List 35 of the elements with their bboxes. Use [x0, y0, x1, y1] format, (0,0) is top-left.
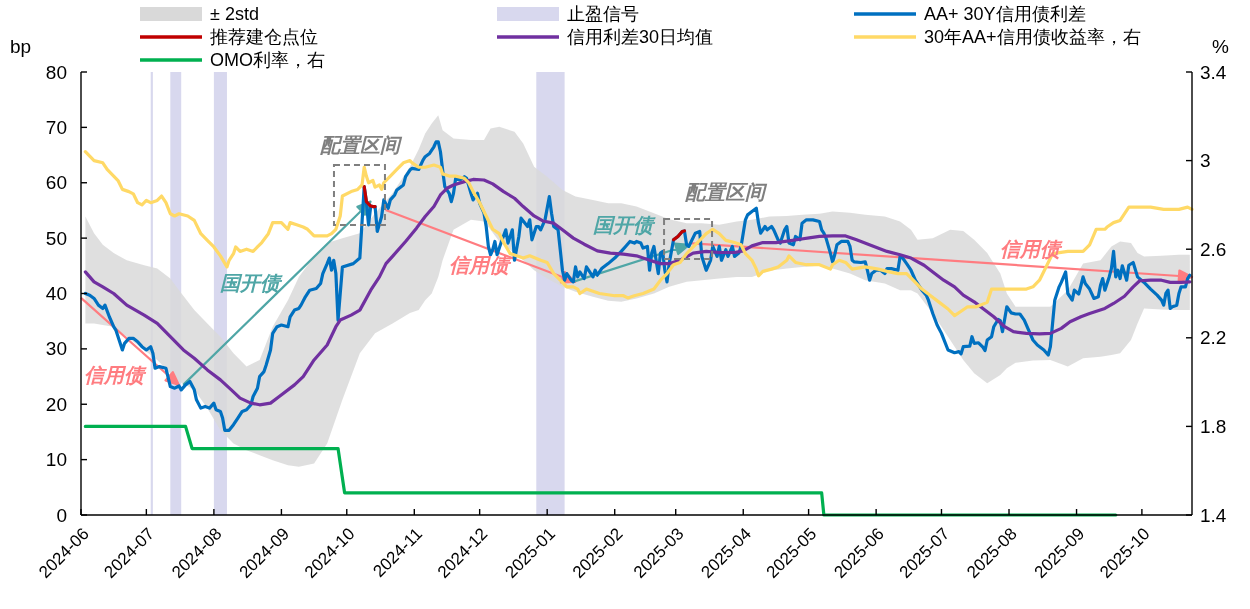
- y-tick-label: 0: [56, 504, 67, 526]
- y2-tick-label: 2.6: [1200, 238, 1227, 260]
- legend-label: 信用利差30日均值: [567, 27, 714, 47]
- annotation: 配置区间: [685, 181, 769, 204]
- legend-label: ± 2std: [210, 4, 259, 24]
- y-tick-label: 60: [45, 172, 67, 194]
- annotation: 信用债: [1000, 237, 1064, 260]
- annotation: 配置区间: [319, 134, 403, 157]
- y2-axis-title: %: [1212, 35, 1229, 57]
- annotation: 国开债: [592, 214, 656, 237]
- y2-tick-label: 1.4: [1200, 504, 1227, 526]
- y-tick-label: 70: [45, 116, 67, 138]
- y2-tick-label: 2.2: [1200, 327, 1227, 349]
- annotation: 信用债: [84, 364, 147, 387]
- y2-tick-label: 1.8: [1200, 415, 1227, 437]
- y-tick-label: 30: [45, 338, 67, 360]
- line-series: [362, 185, 377, 209]
- y-tick-label: 10: [45, 449, 67, 471]
- line-series: [671, 229, 687, 242]
- legend-label: 30年AA+信用债收益率，右: [924, 27, 1141, 47]
- legend-label: 止盈信号: [567, 4, 639, 24]
- legend-label: 推荐建仓点位: [210, 27, 318, 47]
- y-tick-label: 20: [45, 393, 67, 415]
- y-tick-label: 40: [45, 283, 67, 304]
- legend-label: AA+ 30Y信用债利差: [924, 4, 1086, 24]
- annotation: 国开债: [219, 272, 283, 294]
- y2-tick-label: 3: [1200, 150, 1211, 172]
- line-series: [83, 177, 1192, 407]
- annotation: 信用债: [448, 254, 512, 277]
- y-axis-title: bp: [10, 35, 32, 57]
- y2-tick-label: 3.4: [1200, 61, 1227, 83]
- y-tick-label: 80: [45, 61, 67, 83]
- y-tick-label: 50: [45, 227, 67, 249]
- line-series: [83, 424, 1118, 517]
- legend-label: OMO利率，右: [210, 50, 325, 70]
